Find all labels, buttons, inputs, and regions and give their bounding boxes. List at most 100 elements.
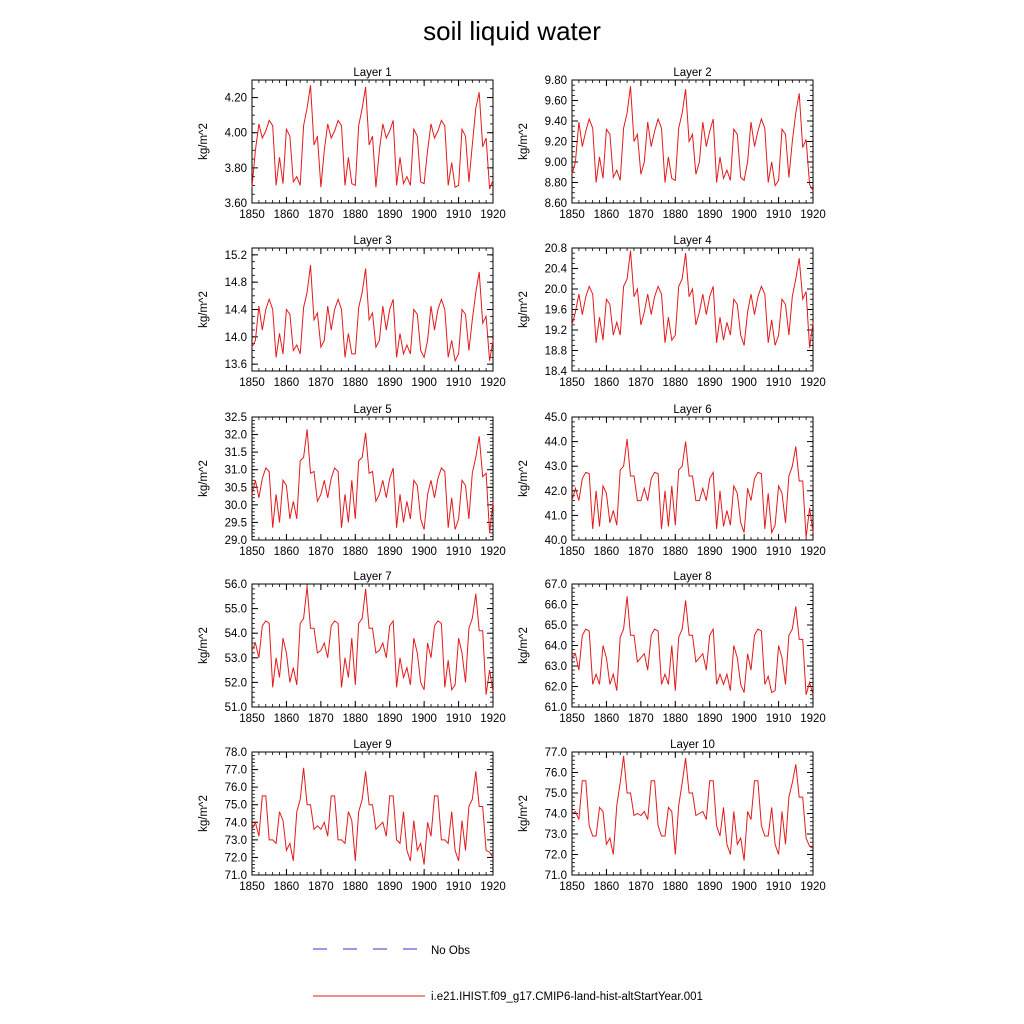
panel-4: Layer 4 kg/m^2 1850 1860 1870 1880 1890 1900 191…: [518, 235, 826, 389]
x-tick-label: 1900: [731, 881, 757, 893]
y-tick-label: 31.5: [225, 447, 247, 459]
series-line: [251, 265, 494, 363]
x-tick-label: 1850: [239, 713, 265, 725]
x-tick-label: 1870: [628, 881, 654, 893]
panel-title: Layer 4: [673, 235, 712, 247]
x-tick-label: 1850: [559, 881, 585, 893]
panel-2: Layer 2 kg/m^2 1850 1860 1870 1880 1890 1900 191…: [518, 67, 826, 221]
y-tick-label: 4.00: [225, 128, 247, 140]
y-tick-label: 9.80: [545, 75, 567, 87]
x-tick-label: 1910: [766, 209, 792, 221]
y-tick-label: 67.0: [545, 579, 567, 591]
x-tick-label: 1900: [411, 713, 437, 725]
x-tick-label: 1870: [628, 209, 654, 221]
y-tick-label: 9.20: [545, 137, 567, 149]
x-tick-label: 1890: [697, 713, 723, 725]
x-tick-label: 1900: [731, 209, 757, 221]
plot-frame: [251, 416, 494, 541]
x-tick-label: 1910: [446, 377, 472, 389]
y-tick-label: 72.0: [225, 852, 247, 864]
x-tick-label: 1920: [800, 209, 826, 221]
y-tick-label: 19.2: [545, 325, 567, 337]
panel-3: Layer 3 kg/m^2 1850 1860 1870 1880 1890 1900 191…: [198, 235, 506, 389]
y-tick-label: 30.0: [225, 500, 247, 512]
figure-title: soil liquid water: [423, 16, 601, 46]
panel-1: Layer 1 kg/m^2 1850 1860 1870 1880 1890 1900 191…: [198, 67, 506, 221]
x-tick-label: 1880: [342, 713, 368, 725]
y-tick-label: 71.0: [225, 870, 247, 882]
x-tick-label: 1850: [239, 209, 265, 221]
plot-frame: [251, 247, 494, 372]
x-tick-label: 1850: [559, 713, 585, 725]
x-tick-label: 1910: [766, 713, 792, 725]
x-tick-label: 1920: [480, 881, 506, 893]
x-tick-label: 1900: [411, 546, 437, 558]
y-tick-label: 40.0: [545, 535, 567, 547]
legend: No Obs i.e21.IHIST.f09_g17.CMIP6-land-hi…: [313, 945, 703, 1003]
panel-title: Layer 8: [673, 571, 711, 583]
y-tick-label: 74.0: [545, 809, 567, 821]
x-tick-label: 1910: [446, 881, 472, 893]
y-tick-label: 77.0: [225, 765, 247, 777]
panel-8: Layer 8 kg/m^2 1850 1860 1870 1880 1890 1900 191…: [518, 571, 826, 725]
y-axis-label: kg/m^2: [198, 123, 210, 160]
series-line: [251, 586, 494, 695]
y-tick-label: 29.5: [225, 517, 247, 529]
y-axis-label: kg/m^2: [198, 460, 210, 497]
x-tick-label: 1890: [697, 377, 723, 389]
x-tick-label: 1920: [800, 377, 826, 389]
y-tick-label: 77.0: [545, 747, 567, 759]
y-tick-label: 14.0: [225, 332, 247, 344]
panel-title: Layer 7: [353, 571, 391, 583]
y-tick-label: 31.0: [225, 465, 247, 477]
y-tick-label: 75.0: [225, 800, 247, 812]
y-tick-label: 15.2: [225, 250, 247, 262]
plot-frame: [571, 416, 814, 541]
y-tick-label: 19.6: [545, 305, 567, 317]
y-tick-label: 72.0: [545, 850, 567, 862]
x-tick-label: 1920: [480, 377, 506, 389]
panel-6: Layer 6 kg/m^2 1850 1860 1870 1880 1890 1900 191…: [518, 404, 826, 558]
y-tick-label: 53.0: [225, 653, 247, 665]
y-tick-label: 30.5: [225, 482, 247, 494]
x-tick-label: 1920: [480, 546, 506, 558]
x-tick-label: 1880: [342, 881, 368, 893]
x-tick-label: 1900: [411, 209, 437, 221]
y-tick-label: 51.0: [225, 702, 247, 714]
y-tick-label: 8.80: [545, 178, 567, 190]
series-line: [571, 596, 814, 695]
x-tick-label: 1870: [308, 713, 334, 725]
y-tick-label: 9.60: [545, 96, 567, 108]
x-tick-label: 1880: [342, 377, 368, 389]
y-tick-label: 3.60: [225, 198, 247, 210]
y-tick-label: 78.0: [225, 747, 247, 759]
y-tick-label: 42.0: [545, 486, 567, 498]
x-tick-label: 1860: [274, 713, 300, 725]
plot-frame: [571, 751, 814, 876]
y-tick-label: 43.0: [545, 461, 567, 473]
y-axis-label: kg/m^2: [518, 123, 530, 160]
x-tick-label: 1880: [662, 209, 688, 221]
y-tick-label: 18.4: [545, 366, 568, 378]
y-axis-label: kg/m^2: [518, 291, 530, 328]
y-tick-label: 63.0: [545, 661, 567, 673]
x-tick-label: 1870: [308, 546, 334, 558]
x-tick-label: 1890: [697, 881, 723, 893]
x-tick-label: 1860: [594, 209, 620, 221]
panel-title: Layer 9: [353, 739, 391, 751]
x-tick-label: 1890: [697, 546, 723, 558]
x-tick-label: 1860: [594, 546, 620, 558]
x-tick-label: 1900: [411, 881, 437, 893]
y-tick-label: 76.0: [545, 768, 567, 780]
legend-label-series: i.e21.IHIST.f09_g17.CMIP6-land-hist-altS…: [431, 991, 703, 1003]
plot-frame: [251, 751, 494, 876]
y-tick-label: 9.40: [545, 116, 567, 128]
series-line: [251, 85, 494, 190]
y-tick-label: 61.0: [545, 702, 567, 714]
y-tick-label: 18.8: [545, 346, 567, 358]
x-tick-label: 1910: [766, 546, 792, 558]
y-tick-label: 73.0: [225, 835, 247, 847]
y-tick-label: 32.5: [225, 412, 247, 424]
x-tick-label: 1880: [662, 881, 688, 893]
